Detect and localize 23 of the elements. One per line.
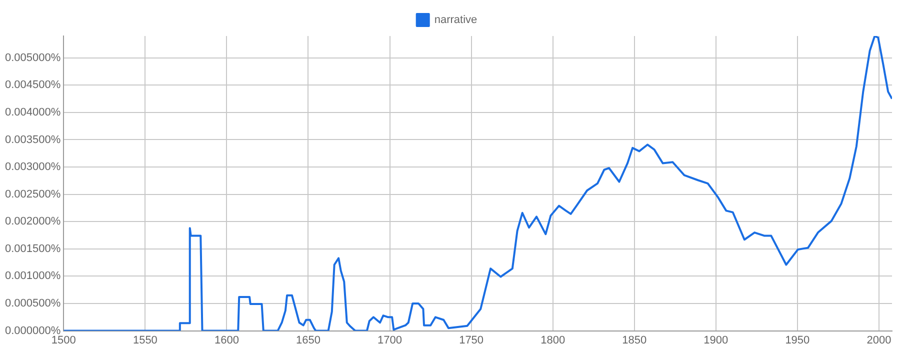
x-tick-label: 1900 [704,334,728,346]
legend-label: narrative [434,14,478,26]
x-tick-label: 1500 [51,334,76,346]
x-tick-label: 1750 [459,334,484,346]
x-tick-label: 1600 [214,334,239,346]
x-tick-label: 1550 [132,334,158,346]
x-tick-label: 1950 [785,334,810,346]
y-tick-label: 0.002500% [4,188,61,200]
x-tick-label: 1800 [540,334,566,346]
y-tick-label: 0.001500% [4,242,61,255]
y-tick-label: 0.003500% [4,134,61,146]
y-tick-label: 0.003000% [4,161,61,174]
x-tick-label: 1700 [378,334,402,346]
y-tick-label: 0.004000% [4,106,61,118]
x-tick-label: 1650 [296,334,320,346]
x-tick-label: 2000 [866,334,892,346]
y-tick-label: 0.004500% [4,79,61,92]
y-tick-label: 0.000500% [4,298,61,310]
y-tick-label: 0.005000% [4,52,61,64]
y-tick-label: 0.001000% [4,270,61,282]
y-tick-label: 0.002000% [4,216,61,228]
y-tick-label: 0.000000% [4,324,61,337]
x-tick-label: 1850 [622,334,647,346]
